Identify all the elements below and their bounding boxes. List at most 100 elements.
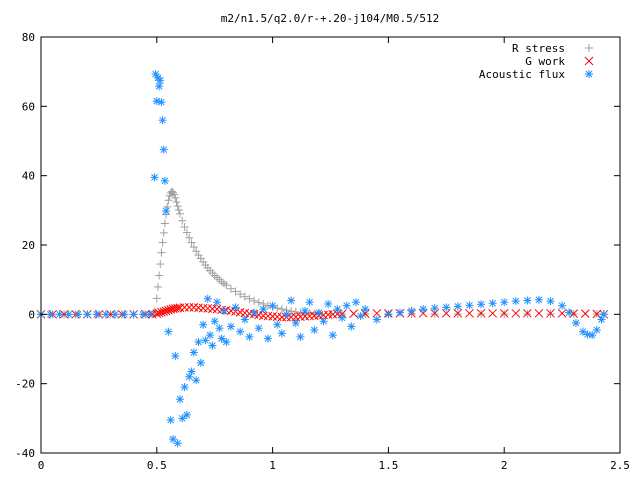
data-point (245, 294, 254, 303)
data-point (324, 299, 333, 308)
data-point (236, 290, 245, 299)
data-point (169, 188, 178, 197)
data-point (170, 190, 179, 199)
data-point (92, 310, 101, 319)
data-point (159, 228, 168, 237)
data-point (338, 313, 347, 322)
data-point (173, 303, 182, 313)
data-point (546, 297, 555, 306)
data-point (74, 310, 83, 319)
data-point (178, 216, 187, 225)
data-point (180, 383, 189, 392)
data-point (442, 303, 451, 312)
data-point (158, 238, 167, 247)
data-point (55, 310, 64, 319)
data-point (160, 176, 169, 185)
data-point (192, 376, 201, 385)
data-point (174, 205, 183, 214)
data-point (291, 319, 300, 327)
plot-marks (36, 70, 609, 448)
x-tick-label: 1 (269, 459, 276, 472)
data-point (534, 308, 544, 318)
data-point (500, 298, 509, 307)
data-point (180, 303, 189, 312)
data-point (46, 310, 55, 319)
data-point (418, 308, 428, 318)
data-point (263, 334, 272, 343)
data-point (219, 306, 228, 315)
data-point (254, 298, 263, 307)
data-point (236, 327, 245, 336)
data-point (250, 308, 259, 317)
data-point (240, 315, 249, 324)
data-point (64, 310, 73, 319)
data-point (129, 310, 138, 319)
data-point (157, 248, 166, 257)
data-point (277, 305, 286, 314)
y-tick-label: 40 (22, 170, 35, 183)
legend-label: G work (525, 55, 565, 68)
data-point (351, 298, 360, 307)
x-tick-label: 2 (501, 459, 508, 472)
data-point (546, 308, 555, 318)
data-point (384, 310, 393, 319)
data-point (111, 310, 120, 319)
data-point (164, 196, 173, 205)
data-point (523, 308, 532, 318)
data-point (182, 410, 191, 419)
data-point (430, 304, 439, 313)
x-tick-label: 0.5 (147, 459, 167, 472)
data-point (156, 76, 165, 85)
data-point (342, 301, 351, 310)
data-point (245, 332, 254, 341)
legend-marker (584, 56, 594, 66)
data-point (231, 303, 240, 312)
y-tick-label: -20 (15, 378, 35, 391)
data-point (565, 308, 574, 317)
data-point (534, 295, 543, 304)
data-point (356, 312, 365, 321)
data-point (138, 310, 147, 319)
data-point (153, 282, 162, 291)
legend-label: Acoustic flux (479, 68, 565, 81)
data-point (222, 338, 231, 347)
legend-label: R stress (512, 42, 565, 55)
data-point (361, 305, 370, 314)
data-point (465, 301, 474, 310)
data-point (349, 309, 359, 318)
data-point (372, 315, 381, 324)
data-point (189, 243, 198, 252)
data-point (206, 331, 215, 340)
data-point (180, 222, 189, 231)
data-point (259, 305, 268, 314)
data-point (310, 325, 319, 334)
data-point (172, 198, 181, 207)
data-point (296, 332, 305, 341)
data-point (217, 334, 226, 343)
data-point (208, 341, 217, 350)
data-point (453, 308, 463, 318)
data-point (155, 82, 164, 91)
data-point (213, 298, 222, 307)
data-point (101, 310, 110, 319)
data-point (231, 287, 240, 296)
x-tick-label: 0 (38, 459, 45, 472)
data-point (254, 324, 263, 333)
y-tick-label: -40 (15, 447, 35, 460)
data-point (580, 309, 590, 318)
plot-frame (40, 36, 621, 454)
data-point (328, 331, 337, 340)
legend-marker (585, 70, 593, 78)
data-point (150, 173, 159, 182)
data-point (395, 308, 404, 317)
data-point (277, 329, 286, 338)
y-tick-label: 20 (22, 239, 35, 252)
chart-title: m2/n1.5/q2.0/r-+.20-j104/M0.5/512 (221, 12, 440, 25)
series-r-stress (37, 187, 608, 319)
data-point (419, 305, 428, 314)
data-point (240, 292, 249, 301)
data-point (250, 296, 259, 305)
data-point (215, 324, 224, 333)
